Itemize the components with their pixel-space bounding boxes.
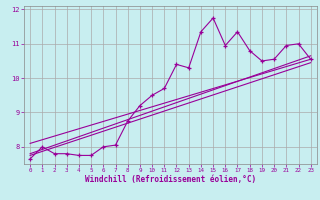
X-axis label: Windchill (Refroidissement éolien,°C): Windchill (Refroidissement éolien,°C) xyxy=(85,175,256,184)
